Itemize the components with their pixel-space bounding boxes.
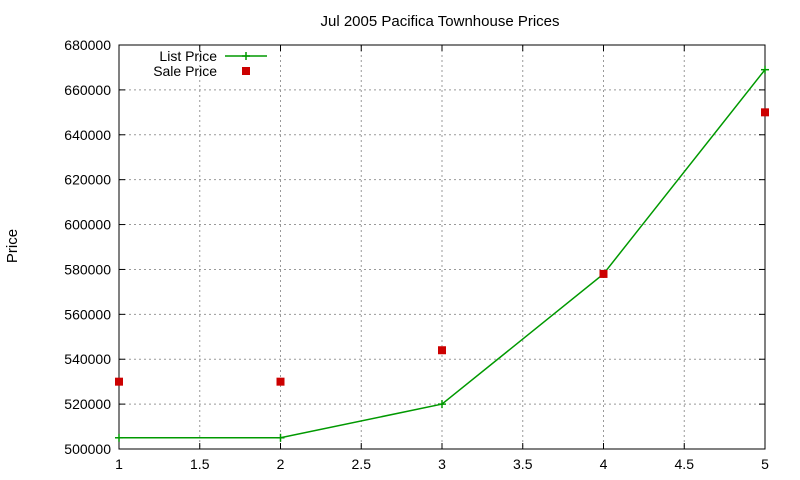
y-tick-label: 540000 (64, 351, 111, 367)
x-tick-label: 3 (438, 456, 446, 472)
y-tick-label: 620000 (64, 172, 111, 188)
y-tick-label: 660000 (64, 82, 111, 98)
y-tick-label: 680000 (64, 37, 111, 53)
axis-ticks: 1 1.5 2 2.5 3 3.5 4 4.5 5 500000 520000 540000 56000… (64, 37, 769, 472)
data-point (438, 400, 446, 409)
series-sale-price (115, 108, 769, 386)
x-tick-label: 1 (115, 456, 123, 472)
x-tick-label: 2 (277, 456, 285, 472)
data-point (115, 377, 123, 386)
chart-title: Jul 2005 Pacifica Townhouse Prices (320, 13, 559, 30)
data-point (115, 433, 123, 442)
legend-label: Sale Price (153, 63, 217, 79)
legend-label: List Price (159, 48, 217, 64)
data-point (276, 433, 285, 442)
grid (119, 45, 765, 449)
x-tick-label: 2.5 (352, 456, 372, 472)
y-tick-label: 500000 (64, 441, 111, 457)
y-tick-label: 580000 (64, 261, 111, 277)
series-line (119, 69, 766, 439)
x-tick-label: 3.5 (513, 456, 533, 472)
data-point (761, 108, 769, 117)
x-tick-label: 4 (600, 456, 608, 472)
y-tick-label: 600000 (64, 217, 111, 233)
x-tick-label: 4.5 (675, 456, 695, 472)
data-point (761, 65, 769, 74)
data-point (276, 377, 285, 386)
legend-swatch-marker (242, 67, 250, 75)
y-tick-label: 640000 (64, 127, 111, 143)
x-tick-label: 5 (761, 456, 769, 472)
data-point (599, 269, 608, 278)
legend-swatch-marker (242, 52, 250, 60)
y-tick-label: 520000 (64, 396, 111, 412)
x-tick-label: 1.5 (190, 456, 210, 472)
y-tick-label: 560000 (64, 306, 111, 322)
y-axis-label: Price (4, 229, 21, 263)
data-point (438, 346, 446, 355)
series-layer (115, 65, 769, 442)
